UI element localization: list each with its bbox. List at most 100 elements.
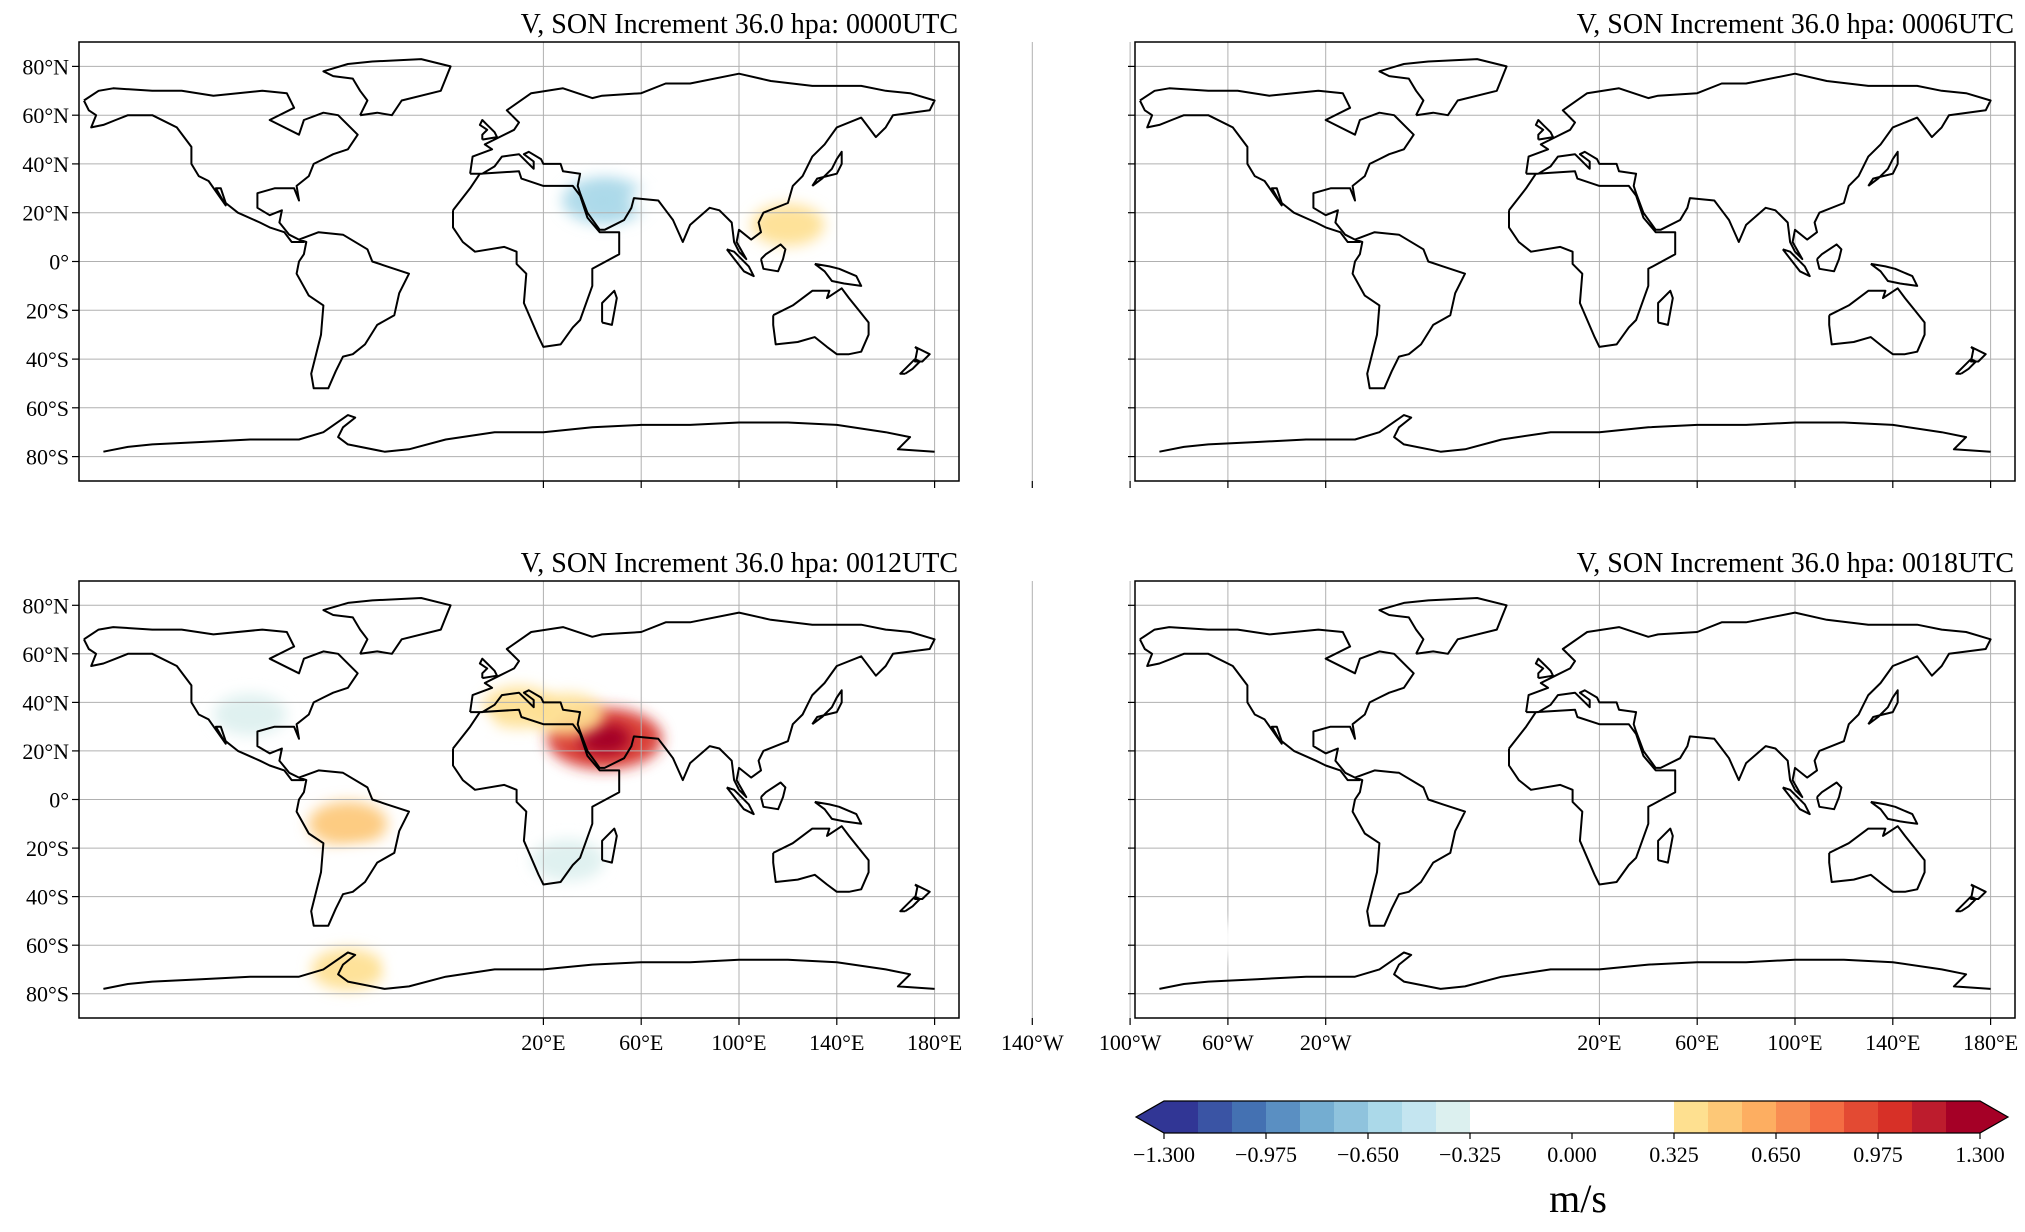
- coastlines: [83, 597, 936, 990]
- coastline-path: [83, 597, 936, 990]
- increment-core: [585, 188, 624, 213]
- colorbar-segments: [1164, 1101, 1981, 1133]
- y-axis-ticks: 80°N 60°N 40°N 20°N 0° 20°S 40°S 60°S 80°S: [22, 593, 79, 1007]
- coastlines: [83, 58, 936, 453]
- colorbar-tick-label: 0.975: [1853, 1142, 1903, 1167]
- y-tick-label: 40°S: [26, 347, 69, 372]
- increment-blob: [325, 847, 396, 888]
- y-tick-label: 80°N: [22, 593, 69, 618]
- x-tick-label: 20°W: [1300, 1030, 1352, 1055]
- increment-blob: [387, 945, 455, 985]
- increment-blob: [308, 801, 388, 847]
- colorbar-segment: [1810, 1101, 1845, 1133]
- x-tick-label: 140°W: [1001, 1030, 1064, 1055]
- colorbar-tick-label: −1.300: [1133, 1142, 1195, 1167]
- y-tick-label: 60°N: [22, 642, 69, 667]
- increment-blob: [853, 84, 918, 122]
- y-tick-label: 0°: [49, 250, 69, 275]
- x-tick-label: 60°W: [1202, 1030, 1254, 1055]
- colorbar-segment: [1164, 1101, 1199, 1133]
- y-axis-ticks: [1128, 604, 1135, 995]
- colorbar-segment: [1232, 1101, 1267, 1133]
- increment-blob: [531, 839, 605, 882]
- y-tick-label: 60°N: [22, 103, 69, 128]
- increment-blob: [190, 173, 261, 214]
- x-axis-ticks: 20°E60°E100°E140°E180°E140°W100°W60°W20°…: [1577, 1018, 2018, 1055]
- colorbar-tick-label: 0.000: [1547, 1142, 1597, 1167]
- gridlines: [1135, 581, 2015, 1018]
- colorbar-segment: [1436, 1101, 1471, 1133]
- colorbar-segment: [1742, 1101, 1777, 1133]
- increment-blob: [1188, 921, 1253, 960]
- increment-blob: [630, 180, 701, 221]
- x-tick-label: 140°E: [809, 1030, 864, 1055]
- increment-core: [578, 723, 631, 755]
- colorbar-segment: [1368, 1101, 1403, 1133]
- increment-blob: [534, 327, 602, 367]
- colorbar-segment: [1708, 1101, 1743, 1133]
- increment-blob: [1420, 938, 1485, 977]
- panel-0006utc: V, SON Increment 36.0 hpa: 0006UTC: [1128, 9, 2016, 488]
- colorbar-segment: [1912, 1101, 1947, 1133]
- contour-fill-layer: [1394, 389, 1693, 457]
- colorbar-segment: [1844, 1101, 1879, 1133]
- y-tick-label: 20°S: [26, 836, 69, 861]
- colorbar-ticks: −1.300 −0.975 −0.650 −0.325 0.000 0.325 0.650 0…: [1133, 1133, 2005, 1167]
- increment-blob: [766, 695, 834, 734]
- panel-0000utc: V, SON Increment 36.0 hpa: 0000UTC 80°N 6…: [22, 9, 1327, 488]
- coastline-path: [1139, 58, 1992, 453]
- gridlines: [1135, 42, 2015, 481]
- increment-blob: [751, 204, 825, 246]
- colorbar-segment: [1300, 1101, 1335, 1133]
- colorbar-tick-label: 0.650: [1751, 1142, 1801, 1167]
- y-tick-label: 20°S: [26, 298, 69, 323]
- y-tick-label: 40°N: [22, 152, 69, 177]
- y-axis-ticks: 80°N 60°N 40°N 20°N 0° 20°S 40°S 60°S 80°S: [22, 54, 79, 470]
- increment-blob: [213, 693, 287, 736]
- colorbar-segment: [1198, 1101, 1233, 1133]
- y-tick-label: 60°S: [26, 396, 69, 421]
- x-tick-label: 100°E: [711, 1030, 766, 1055]
- coastline-path: [83, 58, 936, 453]
- x-tick-label: 60°E: [619, 1030, 663, 1055]
- panel-title: V, SON Increment 36.0 hpa: 0000UTC: [521, 9, 958, 40]
- coastline-path: [1139, 597, 1992, 990]
- colorbar-under-arrow: [1136, 1101, 1164, 1133]
- y-tick-label: 20°N: [22, 201, 69, 226]
- x-axis-ticks: [1598, 481, 1992, 488]
- colorbar-segment: [1334, 1101, 1369, 1133]
- x-tick-label: 180°E: [1963, 1030, 2018, 1055]
- colorbar-over-arrow: [1980, 1101, 2008, 1133]
- x-tick-label: 20°E: [1577, 1030, 1621, 1055]
- panel-0018utc: V, SON Increment 36.0 hpa: 0018UTC 20°E 6…: [1128, 548, 2018, 1055]
- colorbar-segment: [1504, 1101, 1539, 1133]
- panel-title: V, SON Increment 36.0 hpa: 0006UTC: [1577, 9, 2014, 40]
- increment-blob: [1640, 931, 1705, 969]
- increment-blob: [1445, 393, 1510, 432]
- colorbar-unit-label: m/s: [1549, 1176, 1607, 1221]
- x-tick-label: 100°E: [1767, 1030, 1822, 1055]
- x-tick-label: 60°E: [1675, 1030, 1719, 1055]
- y-axis-ticks: [1128, 65, 1135, 458]
- panel-title: V, SON Increment 36.0 hpa: 0018UTC: [1577, 548, 2014, 579]
- colorbar-segment: [1878, 1101, 1913, 1133]
- increment-blob: [1370, 969, 1438, 1009]
- colorbar-tick-label: −0.975: [1235, 1142, 1297, 1167]
- colorbar-tick-label: −0.325: [1439, 1142, 1501, 1167]
- increment-blob: [424, 707, 492, 747]
- increment-blob: [241, 432, 309, 472]
- colorbar-tick-label: 1.300: [1955, 1142, 2005, 1167]
- x-tick-label: 180°E: [907, 1030, 962, 1055]
- increment-blob: [244, 121, 306, 158]
- colorbar: −1.300 −0.975 −0.650 −0.325 0.000 0.325 0.650 0…: [1133, 1100, 2010, 1221]
- colorbar-segment: [1946, 1101, 1981, 1133]
- colorbar-segment: [1776, 1101, 1811, 1133]
- increment-blob: [311, 948, 385, 991]
- colorbar-segment: [1538, 1101, 1573, 1133]
- x-tick-label: 20°E: [521, 1030, 565, 1055]
- y-tick-label: 40°N: [22, 690, 69, 715]
- contour-fill-layer: [1188, 921, 1705, 1009]
- colorbar-segment: [1572, 1101, 1607, 1133]
